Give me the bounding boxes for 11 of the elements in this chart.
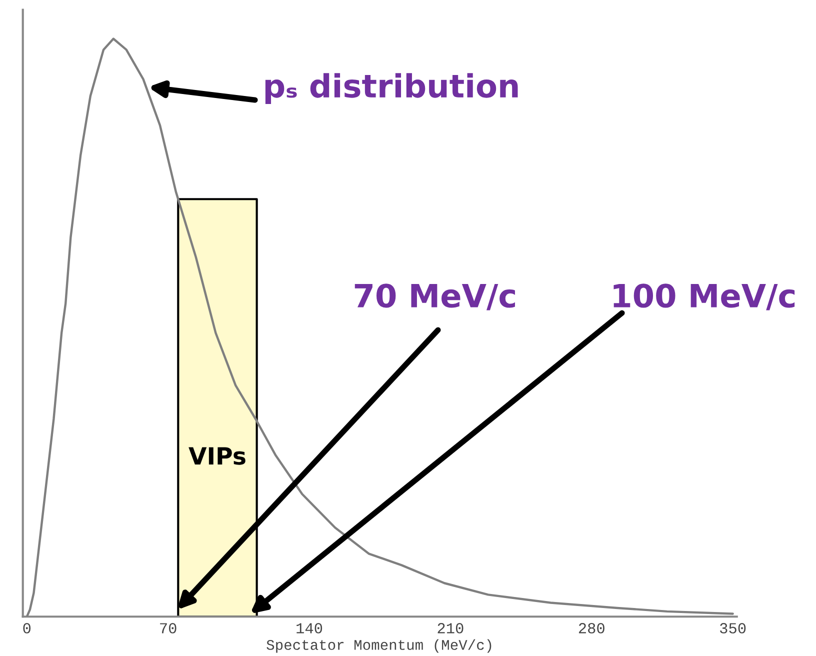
x-tick-label: 0 xyxy=(23,623,31,634)
x-axis-title: Spectator Momentum (MeV/c) xyxy=(266,639,492,653)
x-tick-label: 280 xyxy=(578,623,604,634)
x-tick-label: 140 xyxy=(296,623,322,634)
annotation: pₛ distribution xyxy=(265,73,518,104)
x-tick-label: 210 xyxy=(438,623,464,634)
x-tick-label: 350 xyxy=(720,623,746,634)
annotation: 100 MeV/c xyxy=(614,284,795,310)
band-label: VIPs xyxy=(188,447,246,465)
annotation: 70 MeV/c xyxy=(354,284,515,310)
x-tick-label: 70 xyxy=(160,623,176,634)
